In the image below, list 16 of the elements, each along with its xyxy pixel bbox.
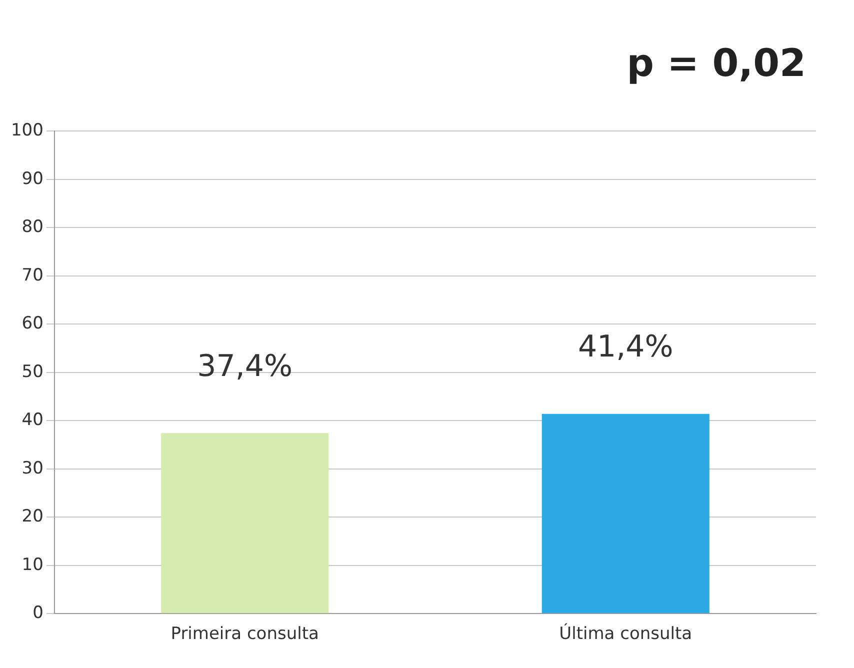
data-label: 41,4% xyxy=(578,330,674,365)
data-label: 37,4% xyxy=(197,348,292,384)
y-tick-label: 80 xyxy=(22,217,44,238)
y-tick-label: 30 xyxy=(22,458,44,478)
y-tick-label: 0 xyxy=(32,603,44,624)
x-tick-label: Primeira consulta xyxy=(170,624,319,644)
y-tick-label: 50 xyxy=(22,362,44,382)
y-tick-label: 70 xyxy=(22,265,44,286)
y-tick-label: 40 xyxy=(22,410,44,430)
y-tick-label: 20 xyxy=(22,506,44,527)
y-tick-label: 100 xyxy=(10,120,44,141)
x-tick-label: Última consulta xyxy=(559,623,692,644)
text: p = 0,02 xyxy=(626,41,806,85)
y-tick-label: 60 xyxy=(22,314,44,334)
y-tick-label: 90 xyxy=(22,168,44,189)
y-tick-label: 10 xyxy=(22,554,44,575)
